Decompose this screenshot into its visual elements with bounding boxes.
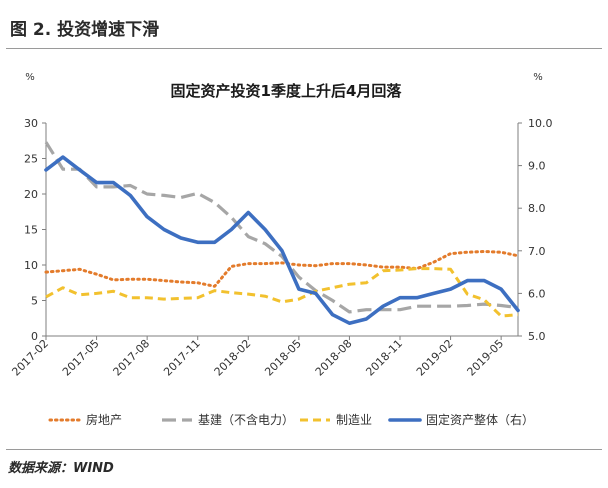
right-axis-unit: % xyxy=(533,72,543,83)
left-axis-tick-label: 5 xyxy=(31,295,38,308)
right-axis-tick-label: 7.0 xyxy=(528,245,546,258)
series-line-real-estate xyxy=(44,250,520,288)
right-axis-tick-label: 10.0 xyxy=(528,117,553,130)
left-axis-tick-label: 15 xyxy=(24,224,38,237)
x-axis-tick-label: 2018-11 xyxy=(363,337,405,379)
right-axis-tick-label: 5.0 xyxy=(528,330,546,343)
figure-bottom-rule xyxy=(6,449,602,450)
legend-label-fixed-asset-total: 固定资产整体（右） xyxy=(426,412,534,427)
left-axis-tick-label: 0 xyxy=(31,330,38,343)
series-line-infrastructure xyxy=(44,141,519,314)
x-axis-tick-label: 2017-08 xyxy=(111,337,153,379)
x-axis-tick-label: 2019-05 xyxy=(465,337,507,379)
legend-label-manufacturing: 制造业 xyxy=(336,413,372,427)
x-axis-tick-label: 2018-08 xyxy=(313,337,355,379)
x-axis-tick-label: 2018-02 xyxy=(212,337,254,379)
x-axis-tick-label: 2019-02 xyxy=(414,337,456,379)
left-axis-tick-label: 25 xyxy=(24,153,38,166)
right-axis-tick-label: 6.0 xyxy=(528,287,546,300)
x-axis-tick-label: 2017-02 xyxy=(9,337,51,379)
right-axis-tick-label: 9.0 xyxy=(528,160,546,173)
legend-label-infrastructure: 基建（不含电力） xyxy=(198,412,294,427)
series-line-fixed-asset-total xyxy=(44,155,520,326)
x-axis-tick-label: 2018-05 xyxy=(262,337,304,379)
series-line-manufacturing xyxy=(45,267,519,318)
x-axis-tick-label: 2017-05 xyxy=(60,337,102,379)
chart-title: 固定资产投资1季度上升后4月回落 xyxy=(171,82,403,100)
left-axis-unit: % xyxy=(25,72,35,83)
left-axis-tick-label: 30 xyxy=(24,117,38,130)
figure-title: 图 2. 投资增速下滑 xyxy=(10,20,160,40)
right-axis-tick-label: 8.0 xyxy=(528,202,546,215)
left-axis-tick-label: 20 xyxy=(24,188,38,201)
left-axis-tick-label: 10 xyxy=(24,259,38,272)
data-source-note: 数据来源：WIND xyxy=(8,461,114,476)
figure-top-rule xyxy=(6,48,602,49)
x-axis-tick-label: 2017-11 xyxy=(161,337,203,379)
legend-label-real-estate: 房地产 xyxy=(86,412,122,427)
